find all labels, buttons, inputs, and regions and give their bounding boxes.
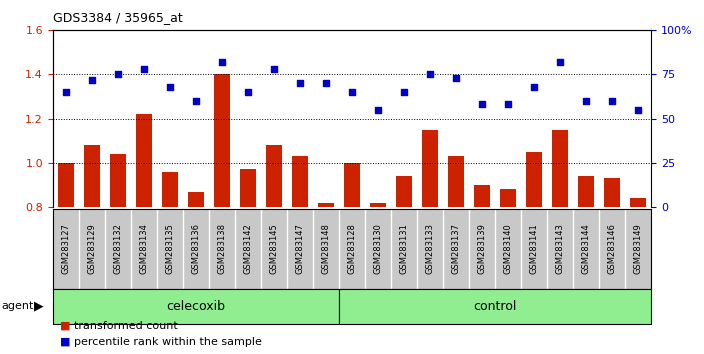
Point — [477, 102, 488, 107]
Bar — [553, 130, 568, 207]
Text: GSM283142: GSM283142 — [244, 223, 253, 274]
Text: GSM283129: GSM283129 — [87, 223, 96, 274]
Point — [555, 59, 566, 65]
Point — [138, 66, 149, 72]
Bar — [630, 198, 646, 207]
Text: GSM283148: GSM283148 — [322, 223, 330, 274]
Bar — [162, 172, 177, 207]
Point — [503, 102, 514, 107]
Text: GSM283127: GSM283127 — [61, 223, 70, 274]
Point — [425, 72, 436, 77]
Text: GSM283139: GSM283139 — [477, 223, 486, 274]
Bar — [318, 202, 334, 207]
Point — [581, 98, 592, 104]
Text: ■: ■ — [60, 321, 70, 331]
Point — [164, 84, 175, 90]
Text: GSM283136: GSM283136 — [191, 223, 201, 274]
Bar — [188, 192, 203, 207]
Text: GSM283135: GSM283135 — [165, 223, 175, 274]
Text: control: control — [473, 300, 517, 313]
Point — [242, 89, 253, 95]
Point — [633, 107, 644, 113]
Text: GSM283147: GSM283147 — [296, 223, 304, 274]
Bar — [396, 176, 412, 207]
Text: ■: ■ — [60, 337, 70, 347]
Text: GSM283137: GSM283137 — [451, 223, 460, 274]
Bar — [370, 202, 386, 207]
Text: GSM283133: GSM283133 — [425, 223, 434, 274]
Bar — [474, 185, 490, 207]
Text: GSM283146: GSM283146 — [608, 223, 617, 274]
Text: GSM283138: GSM283138 — [218, 223, 227, 274]
Bar — [110, 154, 125, 207]
Bar — [448, 156, 464, 207]
Text: GSM283128: GSM283128 — [348, 223, 356, 274]
Text: GSM283132: GSM283132 — [113, 223, 122, 274]
Text: agent: agent — [1, 301, 34, 311]
Point — [372, 107, 384, 113]
Point — [451, 75, 462, 81]
Point — [294, 80, 306, 86]
Bar — [527, 152, 542, 207]
Point — [320, 80, 332, 86]
Point — [86, 77, 97, 82]
Bar — [53, 289, 339, 324]
Bar — [339, 289, 651, 324]
Bar — [240, 170, 256, 207]
Point — [529, 84, 540, 90]
Text: celecoxib: celecoxib — [166, 300, 225, 313]
Point — [112, 72, 123, 77]
Text: GSM283141: GSM283141 — [529, 223, 539, 274]
Bar — [58, 163, 74, 207]
Text: transformed count: transformed count — [74, 321, 177, 331]
Text: GSM283145: GSM283145 — [270, 223, 279, 274]
Bar — [214, 74, 230, 207]
Bar — [136, 114, 151, 207]
Bar — [579, 176, 594, 207]
Point — [398, 89, 410, 95]
Text: GSM283149: GSM283149 — [634, 223, 643, 274]
Bar — [501, 189, 516, 207]
Bar — [344, 163, 360, 207]
Bar — [84, 145, 100, 207]
Text: GSM283134: GSM283134 — [139, 223, 149, 274]
Point — [346, 89, 358, 95]
Point — [190, 98, 201, 104]
Bar — [266, 145, 282, 207]
Bar — [292, 156, 308, 207]
Bar — [604, 178, 620, 207]
Text: GSM283143: GSM283143 — [555, 223, 565, 274]
Text: GSM283131: GSM283131 — [400, 223, 408, 274]
Text: percentile rank within the sample: percentile rank within the sample — [74, 337, 262, 347]
Text: GDS3384 / 35965_at: GDS3384 / 35965_at — [53, 11, 182, 24]
Point — [60, 89, 71, 95]
Point — [216, 59, 227, 65]
Bar — [422, 130, 438, 207]
Text: ▶: ▶ — [34, 300, 44, 313]
Text: GSM283130: GSM283130 — [374, 223, 382, 274]
Point — [268, 66, 279, 72]
Text: GSM283144: GSM283144 — [582, 223, 591, 274]
Text: GSM283140: GSM283140 — [503, 223, 513, 274]
Point — [607, 98, 618, 104]
